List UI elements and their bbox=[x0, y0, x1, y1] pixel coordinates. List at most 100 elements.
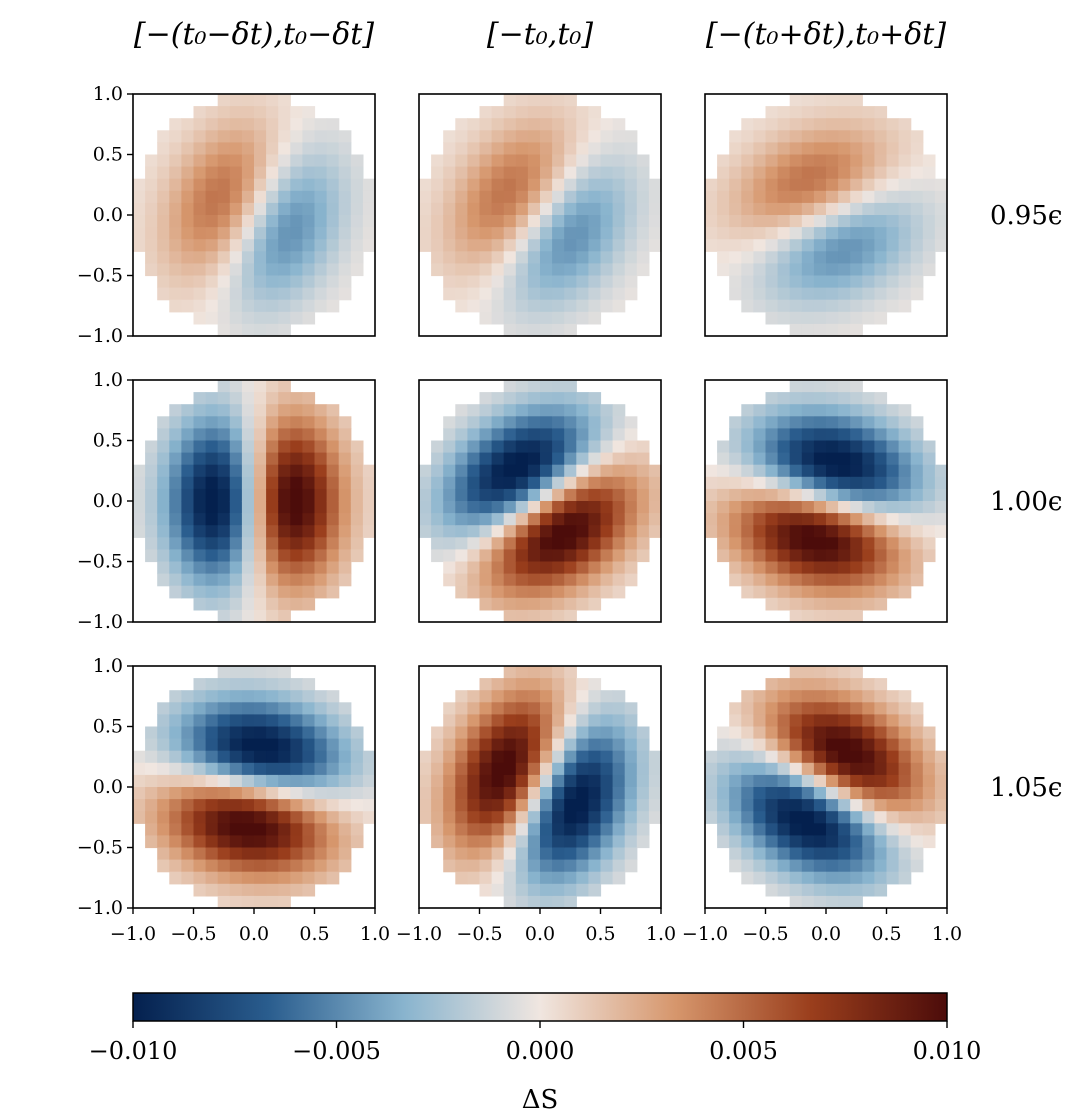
heatmap-cell bbox=[254, 774, 267, 788]
heatmap-cell bbox=[717, 202, 730, 216]
colorbar-tick-label: −0.010 bbox=[89, 1037, 178, 1065]
heatmap-cell bbox=[419, 215, 432, 228]
heatmap-cell bbox=[266, 215, 279, 228]
heatmap-cell bbox=[552, 488, 565, 502]
heatmap-cell bbox=[850, 428, 863, 442]
heatmap-cell bbox=[169, 275, 182, 289]
heatmap-cell bbox=[886, 774, 900, 788]
heatmap-cell bbox=[491, 561, 505, 575]
heatmap-cell bbox=[467, 227, 481, 240]
heatmap-cell bbox=[813, 823, 827, 836]
heatmap-cell bbox=[479, 488, 493, 502]
heatmap-cell bbox=[886, 142, 900, 156]
heatmap-cell bbox=[443, 215, 456, 228]
heatmap-cell bbox=[205, 299, 219, 313]
heatmap-cell bbox=[503, 251, 517, 264]
heatmap-cell bbox=[515, 609, 529, 623]
heatmap-cell bbox=[741, 525, 754, 538]
heatmap-cell bbox=[552, 287, 565, 301]
heatmap-cell bbox=[326, 263, 340, 277]
heatmap-cell bbox=[600, 202, 614, 216]
heatmap-cell bbox=[729, 416, 742, 429]
heatmap-cell bbox=[753, 299, 767, 313]
heatmap-cell bbox=[479, 227, 493, 240]
heatmap-cell bbox=[241, 428, 255, 442]
heatmap-cell bbox=[443, 762, 456, 776]
heatmap-cell bbox=[479, 440, 493, 454]
heatmap-cell bbox=[862, 750, 875, 764]
heatmap-cell bbox=[753, 202, 767, 216]
heatmap-cell bbox=[229, 142, 243, 156]
heatmap-cell bbox=[862, 811, 875, 824]
heatmap-cell bbox=[636, 513, 650, 526]
heatmap-cell bbox=[801, 847, 815, 861]
heatmap-cell bbox=[874, 585, 888, 599]
heatmap-cell bbox=[898, 525, 912, 538]
heatmap-cell bbox=[600, 774, 614, 788]
heatmap-cell bbox=[564, 738, 577, 752]
heatmap-cell bbox=[588, 275, 602, 289]
heatmap-cell bbox=[314, 726, 328, 740]
heatmap-cell bbox=[157, 227, 170, 240]
heatmap-cell bbox=[576, 428, 589, 442]
heatmap-cell bbox=[874, 275, 888, 289]
heatmap-cell bbox=[624, 738, 638, 752]
heatmap-cell bbox=[479, 239, 493, 252]
heatmap-cell bbox=[169, 404, 182, 417]
heatmap-cell bbox=[588, 738, 602, 752]
heatmap-cell bbox=[910, 190, 924, 204]
heatmap-cell bbox=[145, 537, 158, 550]
heatmap-cell bbox=[729, 762, 742, 776]
heatmap-cell bbox=[753, 488, 767, 502]
heatmap-cell bbox=[241, 609, 255, 623]
heatmap-cell bbox=[564, 428, 577, 442]
heatmap-cell bbox=[588, 702, 602, 715]
heatmap-cell bbox=[229, 883, 243, 897]
heatmap-cell bbox=[290, 823, 303, 836]
heatmap-cell bbox=[636, 263, 650, 277]
heatmap-cell bbox=[898, 404, 912, 417]
heatmap-cell bbox=[443, 835, 456, 849]
row-label-2: 1.00ϵ bbox=[990, 487, 1062, 517]
heatmap-cell bbox=[455, 549, 468, 563]
heatmap-cell bbox=[741, 263, 754, 277]
heatmap-cell bbox=[540, 118, 553, 131]
heatmap-cell bbox=[741, 130, 754, 143]
heatmap-cell bbox=[290, 287, 303, 301]
heatmap-cell bbox=[910, 239, 924, 252]
heatmap-cell bbox=[765, 476, 779, 490]
heatmap-cell bbox=[443, 847, 456, 861]
heatmap-cell bbox=[254, 392, 267, 405]
heatmap-cell bbox=[205, 787, 219, 800]
heatmap-cell bbox=[217, 215, 231, 228]
heatmap-cell bbox=[564, 690, 577, 703]
heatmap-cell bbox=[874, 239, 888, 252]
heatmap-cell bbox=[455, 859, 468, 873]
heatmap-cell bbox=[729, 774, 742, 788]
heatmap-cell bbox=[254, 573, 267, 587]
heatmap-cell bbox=[491, 750, 505, 764]
heatmap-cell bbox=[443, 416, 456, 429]
heatmap-cell bbox=[326, 154, 340, 168]
heatmap-cell bbox=[564, 416, 577, 429]
heatmap-cell bbox=[886, 537, 900, 550]
heatmap-cell bbox=[479, 392, 493, 405]
heatmap-cell bbox=[290, 513, 303, 526]
heatmap-cell bbox=[910, 452, 924, 466]
heatmap-cell bbox=[145, 227, 158, 240]
heatmap-cell bbox=[266, 263, 279, 277]
heatmap-cell bbox=[705, 811, 718, 824]
heatmap-cell bbox=[765, 299, 779, 313]
heatmap-cell bbox=[862, 428, 875, 442]
heatmap-cell bbox=[874, 215, 888, 228]
heatmap-cell bbox=[850, 774, 863, 788]
heatmap-cell bbox=[193, 392, 207, 405]
heatmap-cell bbox=[741, 549, 754, 563]
heatmap-cell bbox=[491, 690, 505, 703]
heatmap-cell bbox=[826, 440, 839, 454]
heatmap-cell bbox=[540, 525, 553, 538]
heatmap-cell bbox=[729, 811, 742, 824]
heatmap-cell bbox=[217, 380, 231, 393]
heatmap-cell bbox=[729, 428, 742, 442]
heatmap-cell bbox=[229, 762, 243, 776]
